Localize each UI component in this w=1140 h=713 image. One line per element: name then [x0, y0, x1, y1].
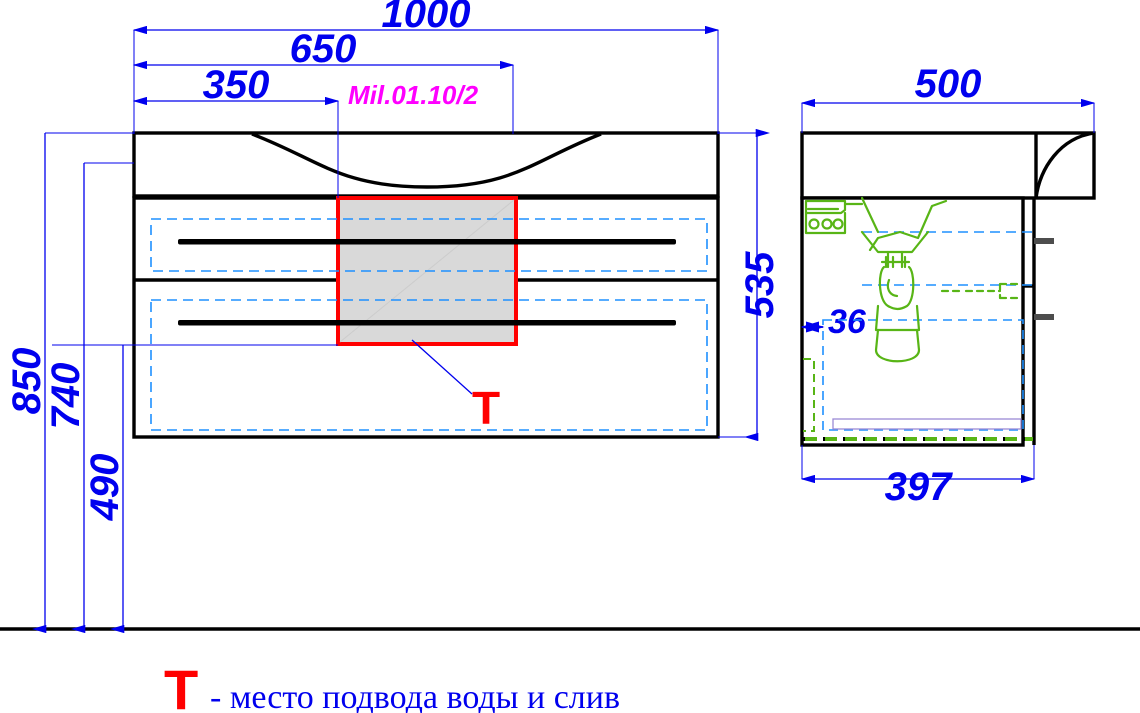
svg-text:650: 650: [290, 27, 357, 71]
svg-text:500: 500: [915, 62, 982, 106]
svg-text:- место подвода воды и слив: - место подвода воды и слив: [210, 679, 620, 713]
svg-text:740: 740: [44, 363, 88, 430]
svg-text:490: 490: [83, 454, 127, 522]
svg-text:1000: 1000: [382, 0, 471, 36]
svg-text:535: 535: [738, 251, 782, 318]
svg-text:T: T: [164, 658, 198, 713]
svg-text:397: 397: [885, 465, 953, 509]
svg-text:T: T: [472, 382, 500, 434]
svg-text:350: 350: [203, 63, 270, 107]
svg-text:850: 850: [5, 348, 49, 415]
svg-text:36: 36: [828, 303, 867, 341]
svg-text:Mil.01.10/2: Mil.01.10/2: [348, 80, 479, 110]
